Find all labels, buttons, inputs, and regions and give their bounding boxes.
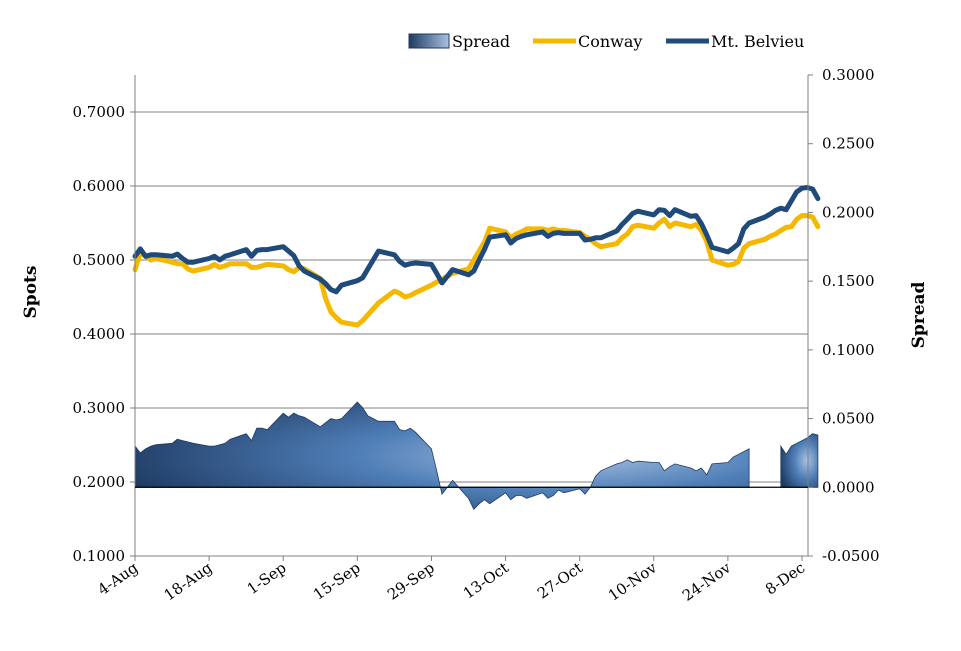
- x-tick-label: 27-Oct: [534, 559, 586, 603]
- x-tick-label: 18-Aug: [161, 558, 216, 604]
- left-tick-label: 0.3000: [73, 399, 126, 417]
- spread-area-series: [134, 401, 819, 510]
- spread-area: [780, 433, 819, 488]
- x-tick-label: 10-Nov: [605, 558, 661, 604]
- left-tick-label: 0.1000: [73, 547, 126, 565]
- x-tick-label: 8-Dec: [762, 559, 808, 599]
- spread-area: [134, 401, 750, 510]
- legend: Spread Conway Mt. Belvieu: [408, 32, 804, 51]
- belvieu-line: [132, 185, 821, 295]
- axes: [130, 74, 813, 561]
- left-axis-tick-labels: 0.1000 0.2000 0.3000 0.4000 0.5000 0.6000 0.70…: [73, 103, 126, 565]
- legend-label-belvieu: Mt. Belvieu: [711, 32, 804, 51]
- right-axis-title: Spread: [909, 281, 929, 348]
- legend-label-spread: Spread: [452, 32, 510, 51]
- right-tick-label: 0.0500: [822, 410, 875, 428]
- right-tick-label: 0.2000: [822, 203, 875, 221]
- right-tick-label: 0.0000: [822, 478, 875, 496]
- legend-label-conway: Conway: [578, 32, 642, 51]
- left-tick-label: 0.6000: [73, 177, 126, 195]
- x-tick-label: 15-Sep: [310, 559, 364, 604]
- conway-line: [132, 213, 821, 328]
- x-tick-label: 29-Sep: [384, 559, 438, 604]
- right-tick-label: 0.1500: [822, 272, 875, 290]
- right-tick-label: 0.3000: [822, 66, 875, 84]
- line-series: [132, 185, 821, 328]
- x-tick-label: 13-Oct: [460, 559, 512, 603]
- right-tick-label: -0.0500: [822, 547, 880, 565]
- legend-swatch-spread: [408, 33, 450, 49]
- right-tick-label: 0.1000: [822, 341, 875, 359]
- left-tick-label: 0.5000: [73, 251, 126, 269]
- x-axis-tick-labels: 4-Aug 18-Aug 1-Sep 15-Sep 29-Sep 13-Oct 27-Oct…: [94, 558, 808, 604]
- gridlines: [135, 111, 808, 483]
- left-tick-label: 0.7000: [73, 103, 126, 121]
- x-tick-label: 1-Sep: [244, 559, 290, 599]
- right-axis-tick-labels: -0.0500 0.0000 0.0500 0.1000 0.1500 0.2000 0.2…: [822, 66, 880, 565]
- x-tick-label: 24-Nov: [679, 558, 735, 604]
- right-tick-label: 0.2500: [822, 135, 875, 153]
- left-tick-label: 0.4000: [73, 325, 126, 343]
- left-axis-title: Spots: [21, 266, 41, 319]
- left-tick-label: 0.2000: [73, 473, 126, 491]
